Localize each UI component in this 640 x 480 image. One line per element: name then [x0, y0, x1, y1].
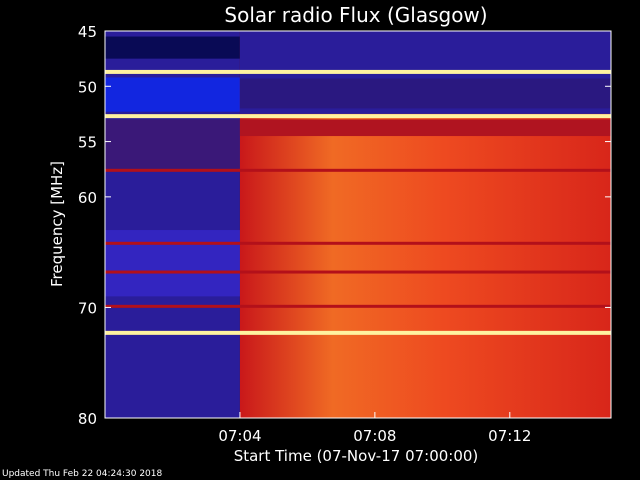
- quiet-blue-lower: [105, 230, 240, 297]
- y-tick-label: 60: [78, 189, 97, 207]
- quiet-purple-band: [105, 119, 240, 170]
- x-tick-label: 07:08: [353, 427, 396, 445]
- y-axis: 45 50 55 60 70 80: [78, 23, 611, 428]
- red-line: [105, 304, 611, 308]
- chart-title: Solar radio Flux (Glasgow): [224, 3, 487, 27]
- active-dark-red: [239, 119, 611, 137]
- active-top-dark: [239, 78, 611, 109]
- y-tick-label: 50: [78, 78, 97, 96]
- red-line: [105, 241, 611, 245]
- red-line: [105, 168, 611, 172]
- y-tick-label: 80: [78, 410, 97, 428]
- bright-line: [105, 330, 611, 335]
- red-line: [105, 270, 611, 274]
- plot-frame: [104, 30, 612, 419]
- x-axis: 07:04 07:08 07:12: [218, 412, 531, 445]
- plot-area: [105, 31, 611, 418]
- quiet-blue-band: [105, 77, 240, 112]
- y-tick-label: 45: [78, 23, 97, 41]
- quiet-dark-band: [105, 36, 240, 59]
- y-tick-label: 70: [78, 299, 97, 317]
- x-tick-label: 07:04: [218, 427, 261, 445]
- y-tick-label: 55: [78, 134, 97, 152]
- bright-line: [105, 69, 611, 74]
- bright-line: [105, 114, 611, 119]
- updated-footer: Updated Thu Feb 22 04:24:30 2018: [2, 469, 163, 479]
- x-tick-label: 07:12: [488, 427, 531, 445]
- y-axis-label: Frequency [MHz]: [48, 161, 66, 287]
- x-axis-label: Start Time (07-Nov-17 07:00:00): [234, 447, 479, 465]
